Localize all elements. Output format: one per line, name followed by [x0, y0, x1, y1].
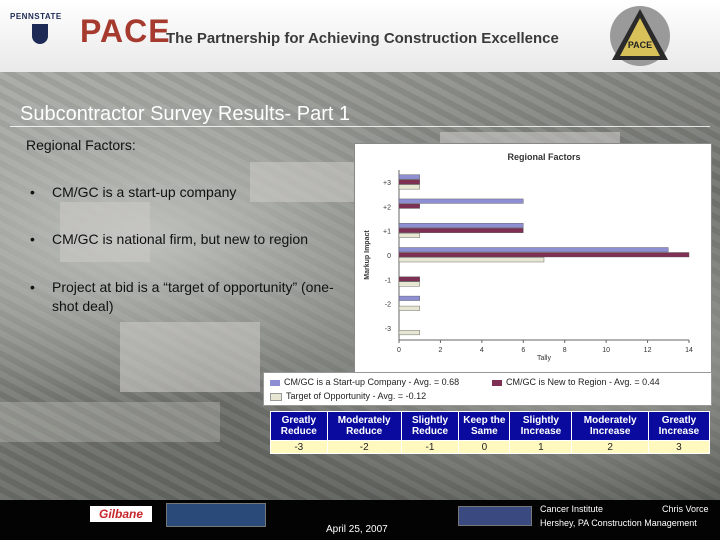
- x-tick-label: 8: [563, 347, 567, 354]
- scale-value-cell: -2: [326, 440, 402, 454]
- pace-triangle-logo: PACE: [610, 6, 670, 66]
- regional-factors-chart: Regional Factors +3 +2 +1 0 -1 -2 -3 0 2 4 6 8 10 12 14…: [354, 143, 712, 373]
- bar: [398, 233, 420, 238]
- header-banner: PENNSTATE PACE The Partnership for Achie…: [0, 0, 720, 72]
- bar: [398, 305, 420, 311]
- x-tick-label: 14: [685, 347, 693, 354]
- footer-program: Hershey, PA Construction Management: [540, 518, 697, 528]
- bar: [398, 198, 524, 204]
- y-tick-label: 0: [387, 253, 391, 260]
- scale-header-cell: Keep the Same: [458, 411, 511, 441]
- pennstate-shield-icon: [32, 24, 48, 44]
- scale-value-cell: 3: [647, 440, 711, 454]
- scale-value-cell: 2: [571, 440, 649, 454]
- footer-project: Cancer Institute: [540, 504, 604, 514]
- scale-value-cell: -1: [400, 440, 460, 454]
- pennstate-wordmark: PENNSTATE: [10, 12, 62, 21]
- legend-swatch: [270, 392, 282, 401]
- presentation-date: April 25, 2007: [326, 524, 388, 535]
- legend-entry: CM/GC is New to Region - Avg. = 0.44: [492, 377, 660, 387]
- x-tick-label: 0: [397, 347, 401, 354]
- x-tick-label: 4: [480, 347, 484, 354]
- bar: [398, 223, 524, 228]
- y-tick-label: +1: [383, 229, 391, 236]
- bullet-item: • CM/GC is national firm, but new to regi…: [30, 231, 308, 247]
- y-axis-label: Markup Impact: [364, 230, 371, 280]
- x-axis-label: Tally: [537, 355, 552, 362]
- bar: [398, 276, 420, 282]
- hershey-medical-center-logo: [166, 503, 266, 527]
- bar: [398, 281, 420, 287]
- scale-header-cell: Slightly Increase: [509, 411, 573, 441]
- y-tick-label: -3: [385, 326, 391, 333]
- legend-swatch: [270, 379, 280, 386]
- y-tick-label: +3: [383, 180, 391, 187]
- scale-value-cell: 1: [509, 440, 573, 454]
- scale-header-cell: Moderately Reduce: [326, 411, 402, 441]
- chart-title: Regional Factors: [507, 152, 580, 162]
- title-divider: [10, 126, 710, 127]
- legend-entry: CM/GC is a Start-up Company - Avg. = 0.6…: [270, 377, 459, 387]
- bar: [398, 295, 420, 301]
- y-tick-label: +2: [383, 204, 391, 211]
- scale-header-cell: Slightly Reduce: [400, 411, 460, 441]
- scale-header-cell: Greatly Increase: [647, 411, 711, 441]
- x-tick-label: 12: [644, 347, 652, 354]
- legend-swatch: [492, 379, 502, 386]
- pace-tagline: The Partnership for Achieving Constructi…: [166, 30, 559, 47]
- scale-value-cell: 0: [458, 440, 511, 454]
- bar: [398, 179, 420, 185]
- y-tick-label: -2: [385, 302, 391, 309]
- bar: [398, 174, 420, 180]
- x-tick-label: 6: [521, 347, 525, 354]
- pace-logo-text: PACE: [628, 40, 652, 50]
- bar: [398, 184, 420, 190]
- pace-wordmark: PACE: [80, 13, 171, 49]
- bar: [398, 330, 420, 336]
- bar: [398, 228, 524, 233]
- legend-entry: Target of Opportunity - Avg. = -0.12: [270, 391, 426, 401]
- y-tick-label: -1: [385, 277, 391, 284]
- bar: [398, 203, 420, 209]
- scale-header-cell: Moderately Increase: [571, 411, 649, 441]
- bar: [398, 257, 545, 263]
- bar: [398, 247, 669, 253]
- bullet-item: • CM/GC is a start-up company: [30, 184, 237, 200]
- x-tick-label: 10: [602, 347, 610, 354]
- architecture-firm-logo: [458, 506, 532, 526]
- gilbane-logo: Gilbane: [90, 506, 152, 522]
- footer-author: Chris Vorce: [662, 504, 709, 514]
- pennstate-logo: PENNSTATE: [10, 12, 70, 50]
- scale-header-row: Greatly Reduce Moderately Reduce Slightl…: [270, 411, 711, 441]
- chart-legend: CM/GC is a Start-up Company - Avg. = 0.6…: [263, 372, 712, 406]
- bar: [398, 252, 690, 258]
- scale-value-row: -3 -2 -1 0 1 2 3: [270, 440, 711, 454]
- slide-title: Subcontractor Survey Results- Part 1: [20, 103, 351, 125]
- scale-value-cell: -3: [270, 440, 328, 454]
- chart-canvas: Regional Factors +3 +2 +1 0 -1 -2 -3 0 2 4 6 8 10 12 14…: [364, 152, 693, 362]
- section-subheading: Regional Factors:: [26, 137, 136, 153]
- bullet-marker: •: [30, 231, 35, 247]
- bullet-marker: •: [30, 279, 35, 295]
- bullet-marker: •: [30, 184, 35, 200]
- bullet-item: • Project at bid is a “target of opportun…: [30, 279, 334, 314]
- scale-header-cell: Greatly Reduce: [270, 411, 328, 441]
- impact-scale-table: Greatly Reduce Moderately Reduce Slightl…: [270, 411, 711, 454]
- x-tick-label: 2: [438, 347, 442, 354]
